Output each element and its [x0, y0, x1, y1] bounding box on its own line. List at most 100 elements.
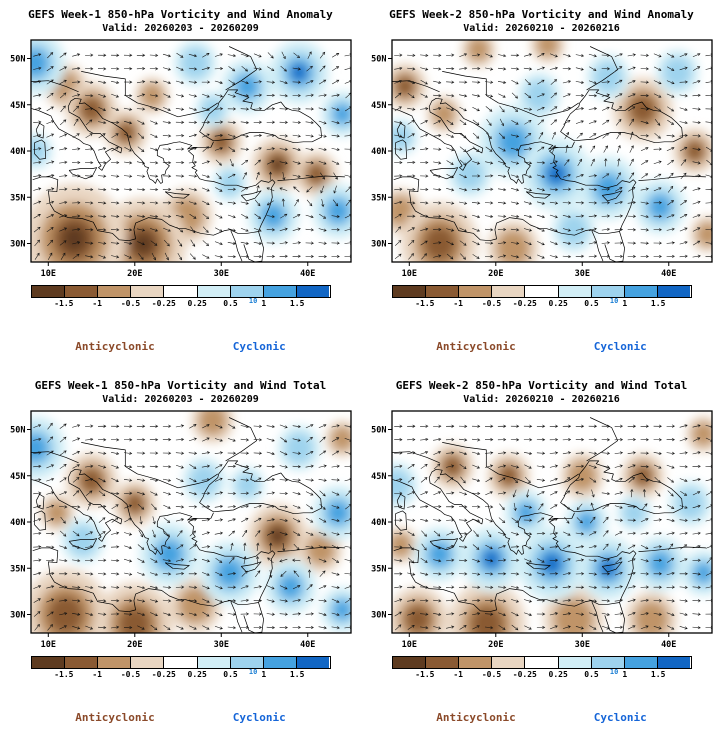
map-axes: 30N 35N 40N 45N 50N 10E 20E 30E 40E — [10, 426, 315, 651]
colorbar-segment — [458, 286, 493, 297]
rotation-legend: Anticyclonic Cyclonic — [0, 711, 361, 724]
colorbar-tick-label: -1.5 — [415, 670, 435, 679]
lon-tick-label: 10E — [40, 640, 55, 650]
lat-tick-label: 35N — [10, 564, 25, 574]
lat-tick-label: 45N — [371, 101, 386, 111]
colorbar: -1.5 -1 -0.5 -0.25 0.25 0.5 1 1.5 10 — [30, 285, 331, 310]
legend-anticyclonic-label: Anticyclonic — [436, 711, 516, 724]
colorbar-tick-label: 1 — [622, 670, 628, 679]
colorbar-segment — [525, 657, 559, 668]
colorbar-segment — [558, 657, 592, 668]
vorticity-wind-map: 30N 35N 40N 45N 50N 10E 20E 30E 40E — [364, 37, 719, 283]
colorbar-segment — [31, 286, 65, 297]
lon-tick-label: 30E — [574, 269, 589, 279]
colorbar-tick-label: 0.25 — [187, 670, 207, 679]
colorbar-tick-label: 0.5 — [223, 299, 238, 308]
coastlines — [391, 417, 706, 633]
vorticity-field — [391, 40, 712, 262]
lon-tick-label: 10E — [401, 640, 416, 650]
colorbar-segment — [297, 657, 330, 668]
panel-title: GEFS Week-2 850-hPa Vorticity and Wind A… — [389, 8, 694, 21]
colorbar: -1.5 -1 -0.5 -0.25 0.25 0.5 1 1.5 10 — [391, 656, 692, 681]
rotation-legend: Anticyclonic Cyclonic — [0, 340, 361, 353]
vorticity-field — [391, 415, 712, 633]
colorbar-tick-label: -1.5 — [54, 670, 74, 679]
colorbar-scale-label: 10 — [609, 297, 619, 305]
colorbar-segment — [392, 657, 426, 668]
panel-valid-range: Valid: 20260203 - 20260209 — [102, 23, 259, 34]
colorbar-segment — [658, 286, 691, 297]
colorbar-tick-label: -0.25 — [151, 299, 176, 308]
lon-tick-label: 10E — [401, 269, 416, 279]
panel-week2-anomaly: GEFS Week-2 850-hPa Vorticity and Wind A… — [361, 0, 722, 371]
colorbar-segment — [64, 286, 98, 297]
legend-anticyclonic-label: Anticyclonic — [436, 340, 516, 353]
colorbar-segment — [264, 657, 298, 668]
wind-arrows — [32, 422, 351, 631]
vorticity-wind-map: 30N 35N 40N 45N 50N 10E 20E 30E 40E — [364, 408, 719, 654]
lat-tick-label: 35N — [371, 193, 386, 203]
lon-tick-label: 20E — [488, 269, 503, 279]
lat-tick-label: 30N — [371, 611, 386, 621]
colorbar-tick-label: 0.25 — [548, 299, 568, 308]
colorbar-segment — [97, 286, 132, 297]
legend-cyclonic-label: Cyclonic — [593, 711, 647, 724]
lat-tick-label: 50N — [371, 426, 386, 436]
colorbar-tick-labels: -1.5 -1 -0.5 -0.25 0.25 0.5 1 1.5 10 — [31, 297, 331, 310]
lat-tick-label: 35N — [371, 564, 386, 574]
lat-tick-label: 45N — [371, 472, 386, 482]
colorbar: -1.5 -1 -0.5 -0.25 0.25 0.5 1 1.5 10 — [391, 285, 692, 310]
panel-title: GEFS Week-2 850-hPa Vorticity and Wind T… — [395, 379, 688, 392]
panel-valid-range: Valid: 20260210 - 20260216 — [463, 23, 620, 34]
coastlines — [30, 46, 345, 262]
colorbar-segment — [164, 286, 198, 297]
lat-tick-label: 50N — [371, 55, 386, 65]
colorbar-tick-label: 1 — [261, 299, 267, 308]
colorbar-gradient — [30, 285, 331, 298]
colorbar-tick-label: 1 — [261, 670, 267, 679]
colorbar-tick-label: 1.5 — [650, 670, 666, 679]
lon-tick-label: 30E — [213, 269, 228, 279]
colorbar-segment — [197, 286, 231, 297]
colorbar-tick-label: -0.25 — [512, 670, 537, 679]
colorbar-tick-label: 1 — [622, 299, 628, 308]
lat-tick-label: 45N — [10, 472, 25, 482]
lat-tick-label: 30N — [371, 240, 386, 250]
colorbar-segment — [625, 286, 659, 297]
lat-tick-label: 40N — [371, 518, 386, 528]
colorbar-tick-label: -0.5 — [481, 299, 502, 308]
panel-valid-range: Valid: 20260203 - 20260209 — [102, 394, 259, 405]
colorbar-segment — [230, 657, 265, 668]
colorbar-segment — [425, 657, 459, 668]
colorbar-segment — [31, 657, 65, 668]
map-axes: 30N 35N 40N 45N 50N 10E 20E 30E 40E — [371, 426, 676, 651]
legend-anticyclonic-label: Anticyclonic — [75, 340, 155, 353]
colorbar-segment — [591, 286, 626, 297]
panel-title: GEFS Week-1 850-hPa Vorticity and Wind T… — [34, 379, 327, 392]
colorbar-segment — [458, 657, 493, 668]
lon-tick-label: 30E — [213, 640, 228, 650]
colorbar-segment — [425, 286, 459, 297]
lon-tick-label: 40E — [661, 269, 676, 279]
vorticity-wind-map: 30N 35N 40N 45N 50N 10E 20E 30E 40E — [3, 408, 358, 654]
lon-tick-label: 20E — [488, 640, 503, 650]
lon-tick-label: 30E — [574, 640, 589, 650]
colorbar-tick-label: -0.25 — [151, 670, 176, 679]
colorbar-tick-label: -0.5 — [120, 670, 141, 679]
colorbar-scale-label: 10 — [248, 297, 258, 305]
lat-tick-label: 30N — [10, 240, 25, 250]
lat-tick-label: 45N — [10, 101, 25, 111]
colorbar-segment — [230, 286, 265, 297]
legend-cyclonic-label: Cyclonic — [232, 340, 286, 353]
colorbar-segment — [197, 657, 231, 668]
lon-tick-label: 40E — [300, 640, 315, 650]
lon-tick-label: 20E — [127, 640, 142, 650]
rotation-legend: Anticyclonic Cyclonic — [361, 711, 722, 724]
colorbar-tick-label: -1 — [453, 299, 463, 308]
colorbar-tick-labels: -1.5 -1 -0.5 -0.25 0.25 0.5 1 1.5 10 — [392, 297, 692, 310]
panel-title: GEFS Week-1 850-hPa Vorticity and Wind A… — [28, 8, 333, 21]
lon-tick-label: 10E — [40, 269, 55, 279]
colorbar-scale-label: 10 — [248, 668, 258, 676]
panel-valid-range: Valid: 20260210 - 20260216 — [463, 394, 620, 405]
colorbar-tick-label: 0.5 — [584, 299, 599, 308]
